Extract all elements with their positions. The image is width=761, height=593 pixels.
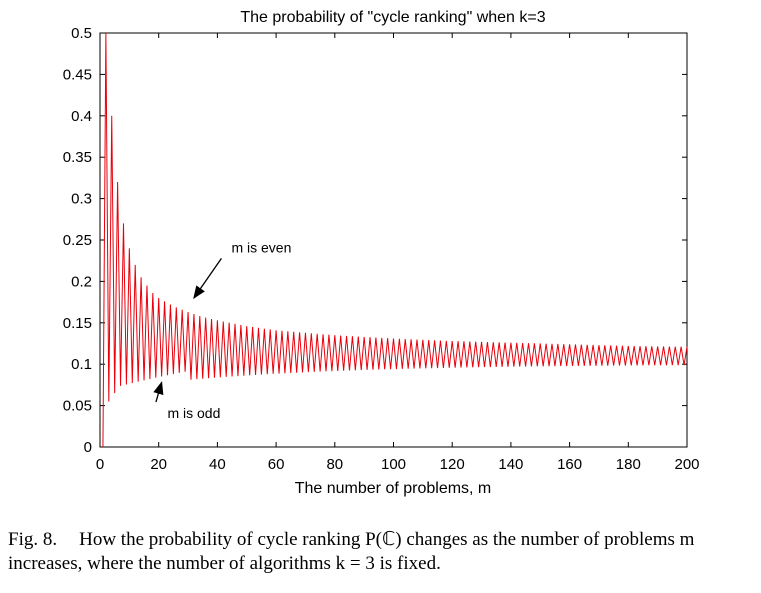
annotation-label: m is even — [231, 239, 291, 255]
y-tick-label: 0.05 — [63, 398, 92, 415]
figure-caption: Fig. 8. How the probability of cycle rank… — [8, 528, 758, 576]
x-tick-label: 200 — [674, 456, 699, 473]
axis-ticks — [99, 32, 688, 448]
series-line — [102, 32, 688, 448]
x-tick-label: 180 — [616, 456, 641, 473]
x-tick-label: 160 — [557, 456, 582, 473]
x-tick-label: 60 — [268, 456, 285, 473]
y-tick-label: 0 — [84, 439, 92, 456]
annotation-label: m is odd — [167, 405, 220, 421]
caption-text: How the probability of cycle ranking P(ℂ… — [8, 529, 695, 574]
x-tick-label: 100 — [381, 456, 406, 473]
annotations: m is even m is odd — [153, 239, 291, 421]
y-tick-label: 0.25 — [63, 232, 92, 249]
x-tick-label: 120 — [440, 456, 465, 473]
y-tick-label: 0.45 — [63, 66, 92, 83]
probability-chart: The probability of "cycle ranking" when … — [63, 9, 700, 497]
annotation-arrow — [153, 381, 164, 403]
y-tick-label: 0.5 — [71, 25, 92, 42]
y-tick-label: 0.2 — [71, 273, 92, 290]
x-tick-label: 80 — [326, 456, 343, 473]
chart-title: The probability of "cycle ranking" when … — [240, 9, 545, 26]
y-tick-label: 0.1 — [71, 356, 92, 373]
x-tick-label: 40 — [209, 456, 226, 473]
y-tick-label: 0.15 — [63, 315, 92, 332]
caption-fig-number: Fig. 8. — [8, 529, 58, 550]
x-axis-label: The number of problems, m — [295, 480, 492, 497]
x-tick-label: 20 — [150, 456, 167, 473]
annotation-arrow — [193, 258, 222, 300]
plot-frame — [99, 32, 688, 448]
x-tick-label: 140 — [498, 456, 523, 473]
axis-tick-labels: 0 20 40 60 80 100 120 140 160 180 200 0 0.05 0.1 0.15 0… — [63, 25, 700, 473]
y-tick-label: 0.4 — [71, 108, 92, 125]
x-tick-label: 0 — [96, 456, 104, 473]
y-tick-label: 0.35 — [63, 149, 92, 166]
y-tick-label: 0.3 — [71, 191, 92, 208]
